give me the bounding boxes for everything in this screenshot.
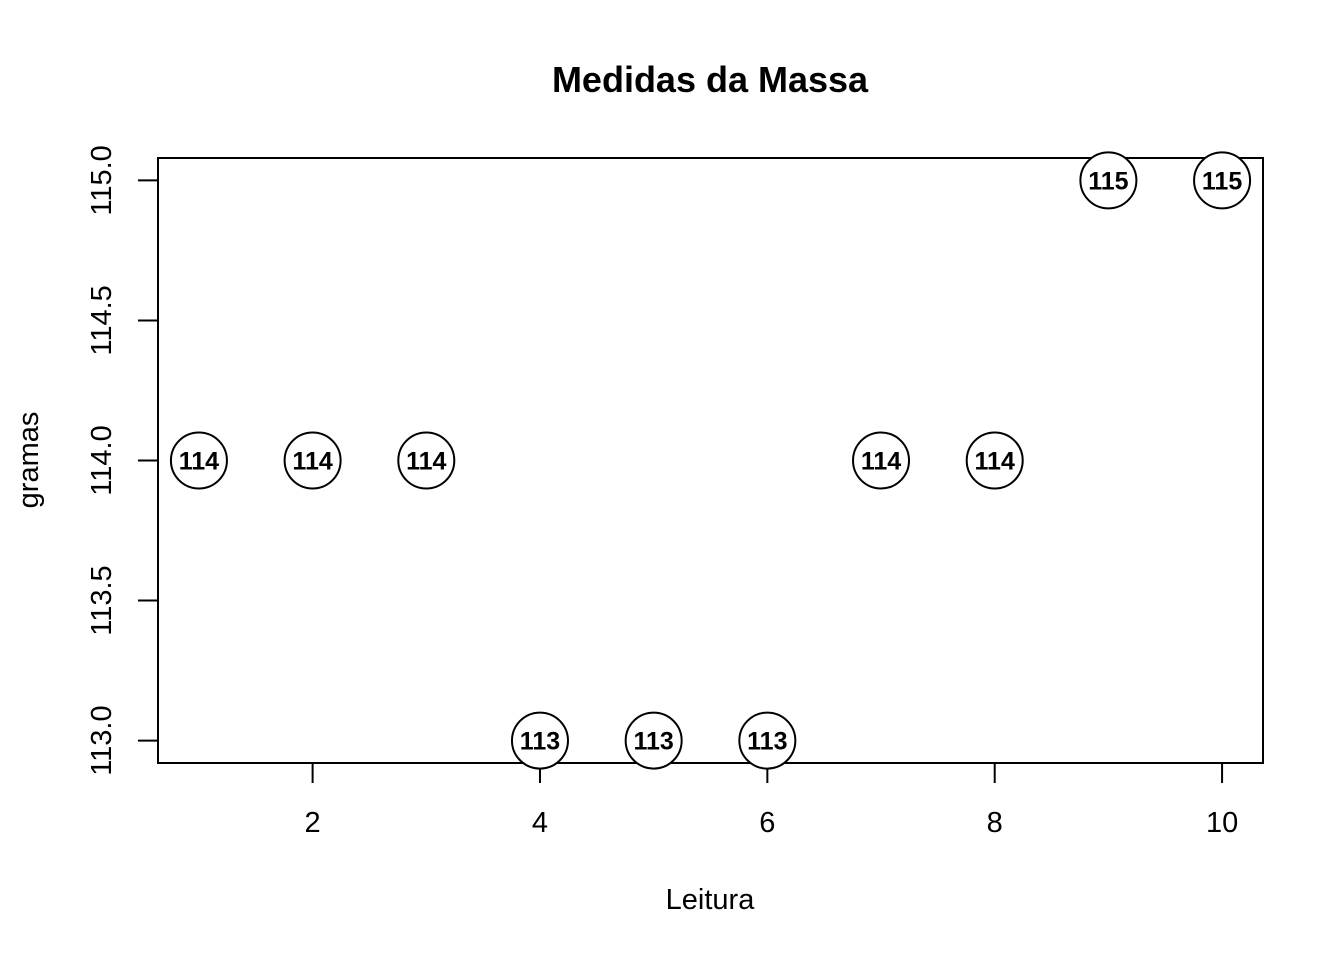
y-tick-label-113.5: 113.5 (86, 565, 118, 635)
y-tick-label-115: 115.0 (86, 145, 118, 215)
x-tick-label-6: 6 (759, 807, 775, 839)
y-tick-label-114: 114.0 (86, 425, 118, 495)
data-label-2: 114 (292, 448, 332, 476)
data-label-8: 114 (975, 448, 1015, 476)
x-axis-label: Leitura (666, 884, 756, 916)
data-label-1: 114 (179, 448, 219, 476)
y-tick-label-114.5: 114.5 (86, 285, 118, 355)
data-point-10 (1193, 151, 1252, 210)
data-point-1 (169, 431, 228, 490)
x-tick-label-8: 8 (987, 807, 1003, 839)
data-point-5 (624, 711, 683, 770)
y-axis: 113.0 113.5 114.0 114.5 115.0 (86, 145, 158, 776)
data-point-9 (1079, 151, 1138, 210)
x-tick-label-10: 10 (1206, 807, 1238, 839)
data-label-4: 113 (520, 728, 560, 756)
x-axis: 2 4 6 8 10 (305, 763, 1238, 839)
y-axis-label: gramas (13, 412, 45, 509)
x-tick-label-2: 2 (305, 807, 321, 839)
data-label-6: 113 (747, 728, 787, 756)
y-tick-label-113: 113.0 (86, 705, 118, 775)
data-label-5: 113 (633, 728, 673, 756)
data-label-3: 114 (406, 448, 446, 476)
data-point-2 (283, 431, 342, 490)
data-point-3 (397, 431, 456, 490)
data-point-7 (852, 431, 911, 490)
data-label-7: 114 (861, 448, 901, 476)
data-point-8 (965, 431, 1024, 490)
x-tick-label-4: 4 (532, 807, 548, 839)
data-label-9: 115 (1088, 167, 1128, 195)
data-point-4 (510, 711, 569, 770)
data-label-10: 115 (1202, 167, 1242, 195)
data-point-6 (738, 711, 797, 770)
chart-title: Medidas da Massa (552, 59, 869, 100)
data-points: 114 114 114 113 113 113 114 114 115 115 (169, 151, 1252, 770)
